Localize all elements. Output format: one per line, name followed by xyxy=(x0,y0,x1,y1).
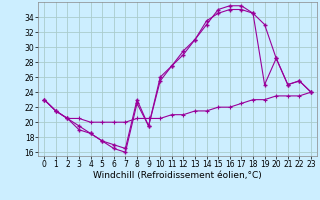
X-axis label: Windchill (Refroidissement éolien,°C): Windchill (Refroidissement éolien,°C) xyxy=(93,171,262,180)
